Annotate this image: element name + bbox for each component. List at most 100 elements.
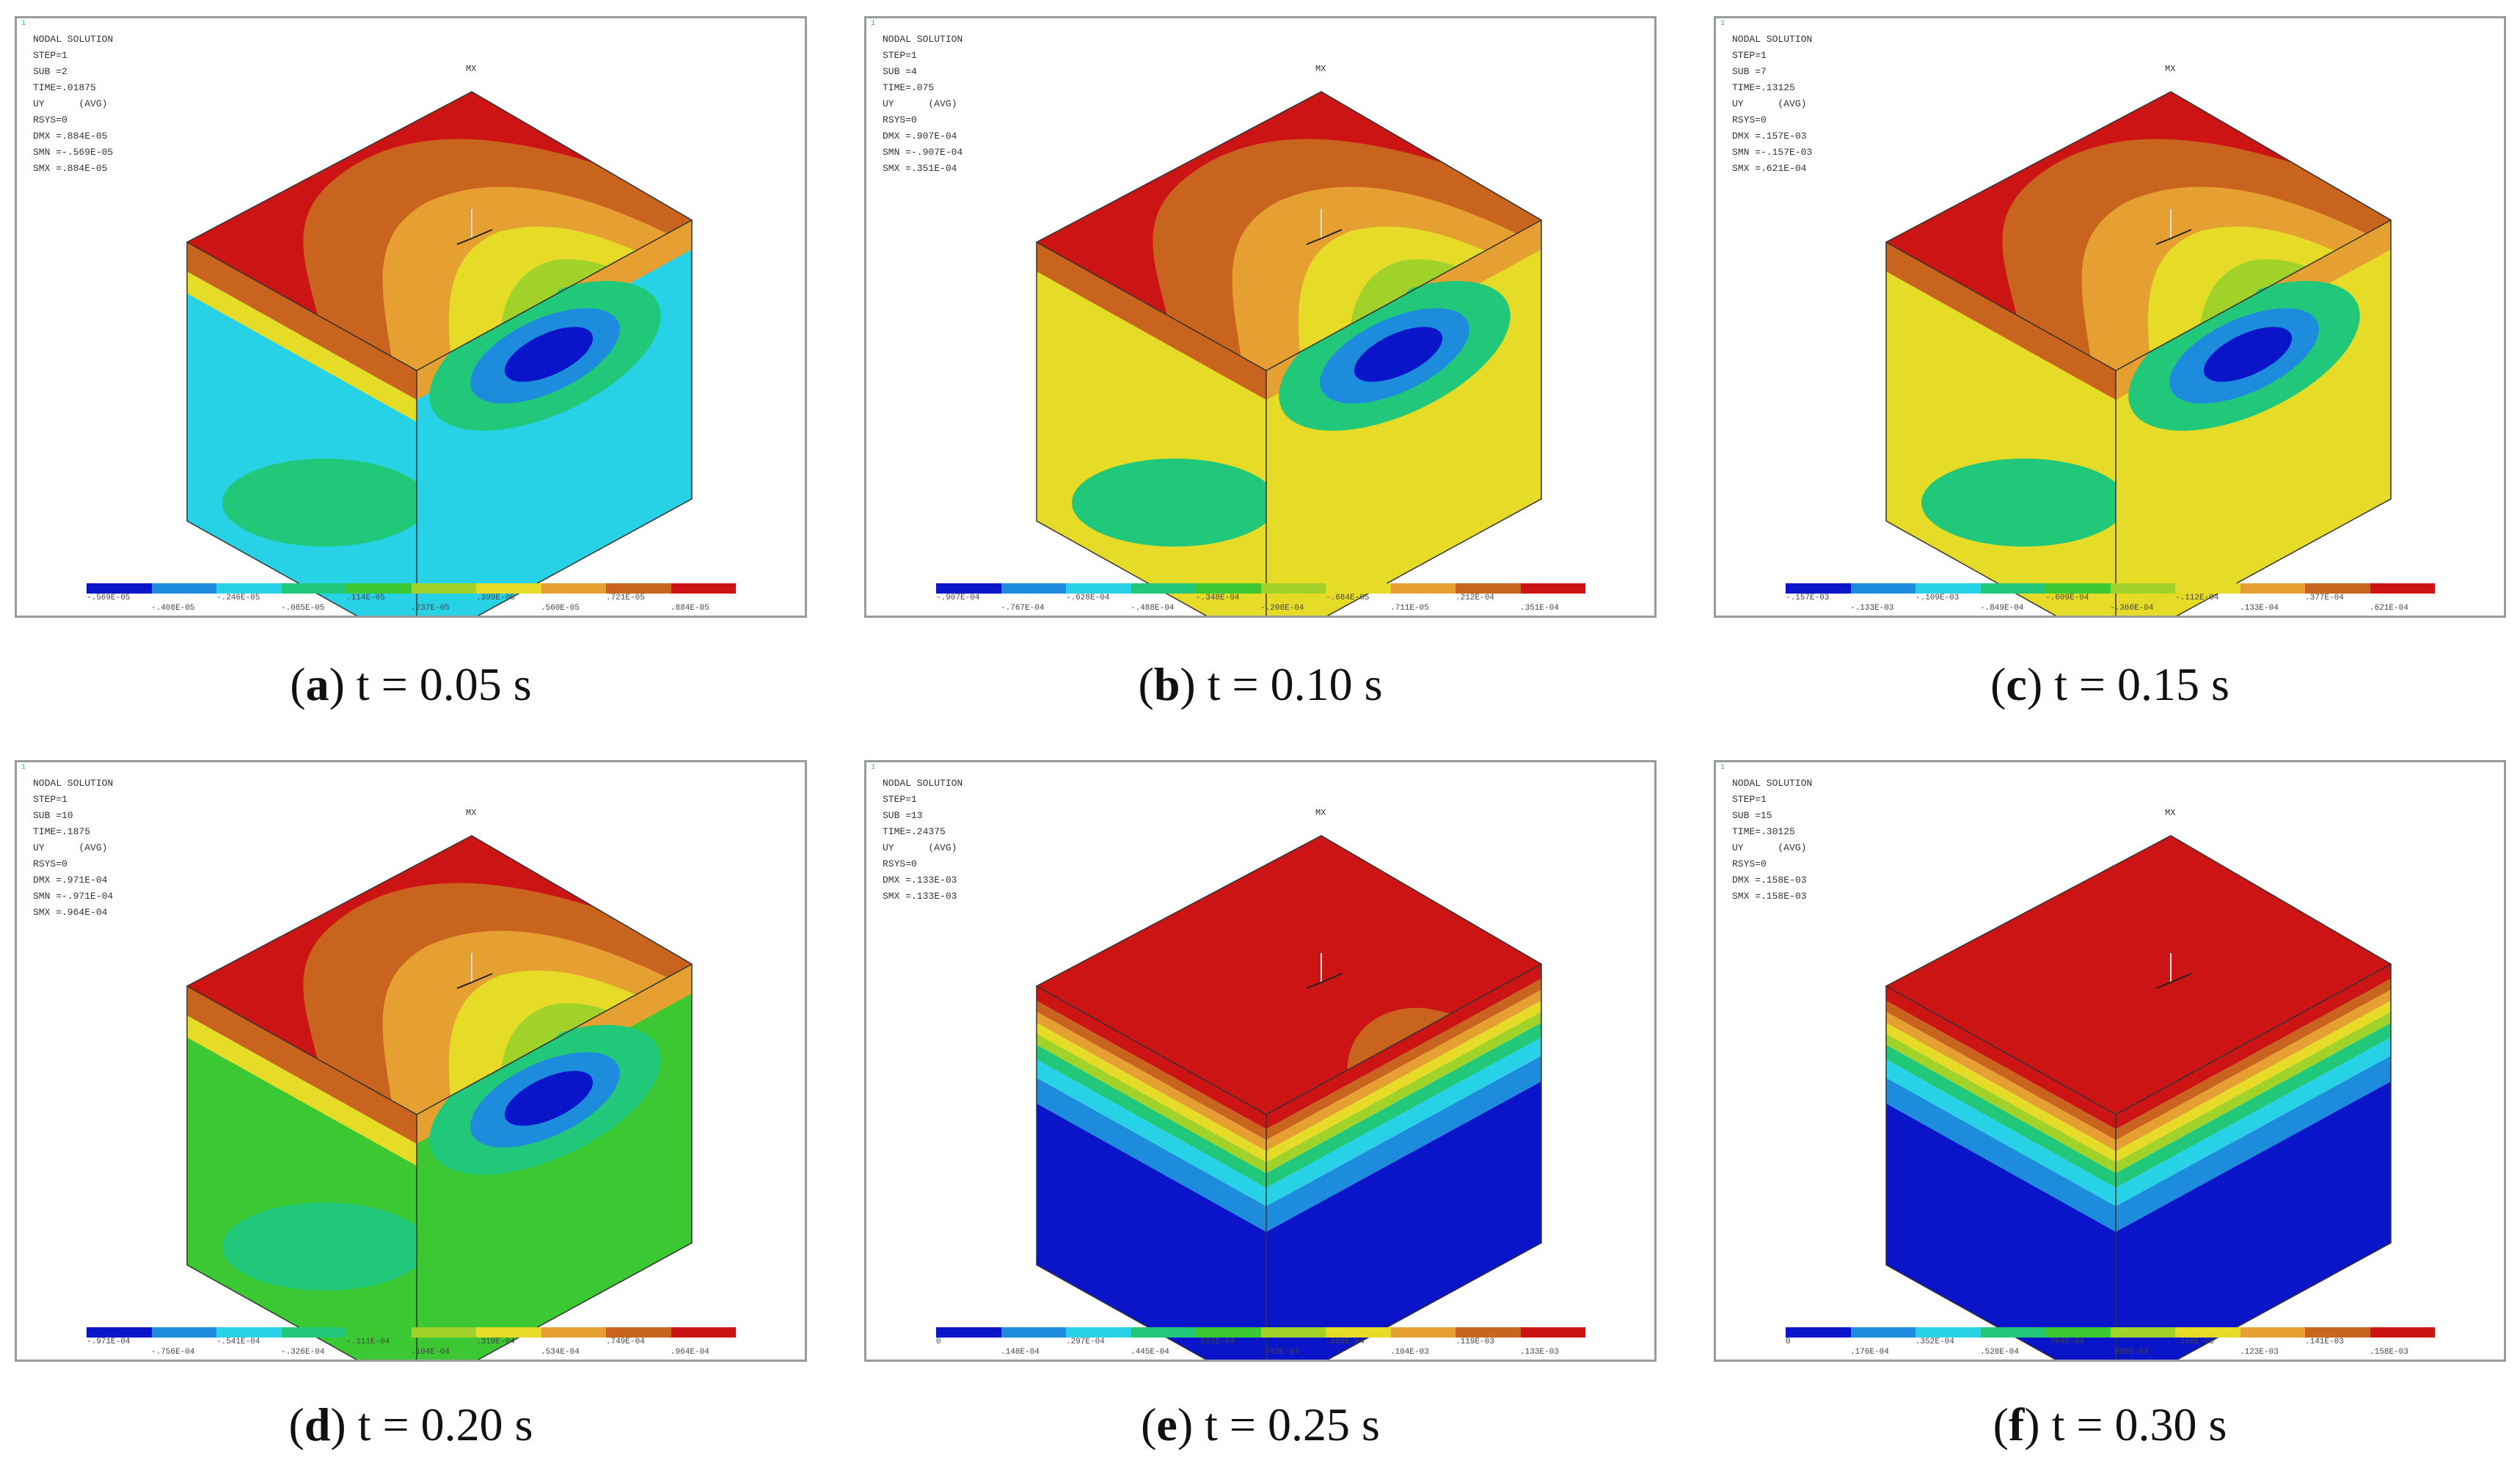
legend-tick-label: .176E-04 — [1850, 1348, 1889, 1357]
legend-swatch — [281, 583, 346, 594]
legend-swatch — [476, 583, 541, 594]
legend-swatch — [1390, 1327, 1456, 1338]
axis-triad-icon — [2155, 209, 2192, 245]
legend-swatch — [2175, 583, 2240, 594]
legend-tick-label: -.541E-04 — [216, 1338, 260, 1346]
legend-swatch — [411, 1327, 476, 1338]
model-view — [186, 91, 693, 616]
legend-swatch — [87, 1327, 152, 1338]
info-line: SMX =.158E-03 — [1732, 891, 1807, 902]
legend-swatch — [151, 1327, 216, 1338]
legend-swatch — [1456, 583, 1521, 594]
legend-swatch — [1196, 1327, 1261, 1338]
info-line: STEP=1 — [1732, 50, 1767, 61]
legend-tick-label: 0 — [936, 1338, 941, 1346]
info-line: UY (AVG) — [1732, 842, 1807, 853]
info-line: SUB =15 — [1732, 810, 1772, 821]
panel-f: NODAL SOLUTION STEP=1 SUB =15 TIME=.30125 UY… — [1714, 760, 2506, 1362]
info-line: RSYS=0 — [1732, 858, 1767, 869]
info-line: DMX =.157E-03 — [1732, 131, 1807, 142]
info-line: RSYS=0 — [883, 858, 917, 869]
legend-tick-label: -.971E-04 — [87, 1338, 131, 1346]
legend-tick-label: -.246E-05 — [216, 594, 260, 602]
info-line: UY (AVG) — [33, 98, 108, 109]
legend-swatch — [1066, 1327, 1131, 1338]
info-line: STEP=1 — [883, 794, 917, 805]
info-line: TIME=.01875 — [33, 82, 96, 93]
info-line: SMX =.964E-04 — [33, 907, 108, 918]
legend-swatch — [1786, 1327, 1851, 1338]
legend-swatch — [1520, 583, 1585, 594]
legend-swatch — [2370, 1327, 2435, 1338]
legend-tick-label: .890E-04 — [1326, 1338, 1365, 1346]
axis-triad-icon — [2155, 953, 2192, 989]
legend-swatch — [411, 583, 476, 594]
legend-swatch — [1131, 1327, 1196, 1338]
legend-tick-label: .104E-04 — [411, 1348, 450, 1357]
legend-swatch — [1456, 1327, 1521, 1338]
info-line: RSYS=0 — [33, 858, 67, 869]
legend-tick-label: .297E-04 — [1066, 1338, 1105, 1346]
legend-tick-label: .237E-05 — [411, 604, 450, 613]
color-legend — [936, 1327, 1585, 1338]
info-line: DMX =.971E-04 — [33, 875, 108, 886]
legend-swatch — [1915, 583, 1981, 594]
model-view — [1885, 835, 2392, 1360]
legend-swatch — [281, 1327, 346, 1338]
solution-info: NODAL SOLUTION STEP=1 SUB =13 TIME=.24375 UY… — [883, 776, 963, 905]
legend-swatch — [1260, 1327, 1326, 1338]
legend-tick-label: -.488E-04 — [1131, 604, 1175, 613]
legend-swatch — [2045, 583, 2111, 594]
legend-tick-label: .711E-05 — [1390, 604, 1429, 613]
info-line: DMX =.158E-03 — [1732, 875, 1807, 886]
legend-tick-label: -.366E-04 — [2110, 604, 2154, 613]
window-number: 1 — [871, 764, 876, 772]
legend-tick-label: .742E-04 — [1260, 1348, 1299, 1357]
model-view — [1035, 835, 1543, 1360]
window-number: 1 — [21, 20, 26, 28]
legend-tick-label: .119E-03 — [1456, 1338, 1494, 1346]
info-line: STEP=1 — [33, 50, 67, 61]
legend-swatch — [2305, 1327, 2370, 1338]
info-line: SMN =-.907E-04 — [883, 147, 963, 158]
legend-tick-label: .319E-04 — [476, 1338, 515, 1346]
caption-e: (e) t = 0.25 s — [1141, 1398, 1380, 1451]
axis-triad-icon — [456, 953, 493, 989]
legend-swatch — [606, 583, 671, 594]
legend-swatch — [2045, 1327, 2111, 1338]
legend-swatch — [1850, 583, 1915, 594]
left-face — [1037, 986, 1266, 1360]
info-line: SMX =.133E-03 — [883, 891, 957, 902]
model-view — [1035, 91, 1543, 616]
model-view — [186, 835, 693, 1360]
info-line: RSYS=0 — [1732, 114, 1767, 125]
legend-tick-label: .158E-03 — [2370, 1348, 2408, 1357]
info-line: SMN =-.157E-03 — [1732, 147, 1813, 158]
caption-c: (c) t = 0.15 s — [1990, 658, 2229, 710]
legend-swatch — [476, 1327, 541, 1338]
panel-e: NODAL SOLUTION STEP=1 SUB =13 TIME=.24375 UY… — [864, 760, 1657, 1362]
legend-tick-label: .534E-04 — [541, 1348, 580, 1357]
legend-tick-label: .399E-05 — [476, 594, 515, 602]
info-line: NODAL SOLUTION — [1732, 778, 1813, 789]
legend-tick-label: .133E-04 — [2240, 604, 2279, 613]
legend-tick-label: -.609E-04 — [2045, 594, 2089, 602]
legend-tick-label: -.907E-04 — [936, 594, 980, 602]
legend-swatch — [671, 1327, 736, 1338]
color-legend — [87, 583, 736, 594]
legend-tick-label: .593E-04 — [1196, 1338, 1235, 1346]
right-face — [1266, 964, 1541, 1360]
info-line: NODAL SOLUTION — [33, 778, 114, 789]
legend-swatch — [1390, 583, 1456, 594]
model-view — [1885, 91, 2392, 616]
caption-f: (f) t = 0.30 s — [1993, 1398, 2227, 1451]
legend-tick-label: 0 — [1786, 1338, 1791, 1346]
legend-swatch — [1326, 583, 1391, 594]
info-line: TIME=.24375 — [883, 826, 946, 837]
info-line: SUB =13 — [883, 810, 923, 821]
legend-swatch — [1980, 1327, 2045, 1338]
info-line: UY (AVG) — [883, 98, 957, 109]
legend-tick-label: .106E-03 — [2175, 1338, 2214, 1346]
legend-swatch — [216, 583, 282, 594]
legend-tick-label: -.208E-04 — [1260, 604, 1304, 613]
